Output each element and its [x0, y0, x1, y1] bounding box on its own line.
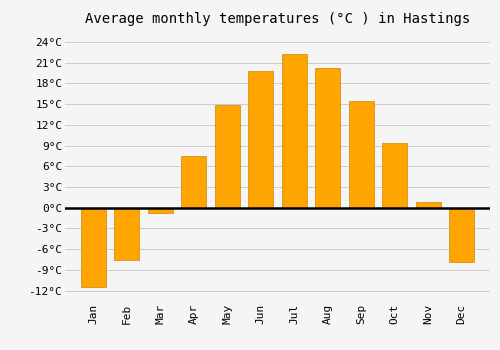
Title: Average monthly temperatures (°C ) in Hastings: Average monthly temperatures (°C ) in Ha… — [85, 12, 470, 26]
Bar — [181, 156, 206, 208]
Bar — [214, 105, 240, 208]
Bar — [416, 202, 441, 208]
Bar — [449, 208, 474, 261]
Bar — [114, 208, 140, 260]
Bar — [348, 100, 374, 208]
Bar — [315, 68, 340, 208]
Bar — [382, 144, 407, 208]
Bar — [248, 71, 274, 208]
Bar — [282, 54, 307, 208]
Bar — [148, 208, 173, 212]
Bar — [80, 208, 106, 287]
